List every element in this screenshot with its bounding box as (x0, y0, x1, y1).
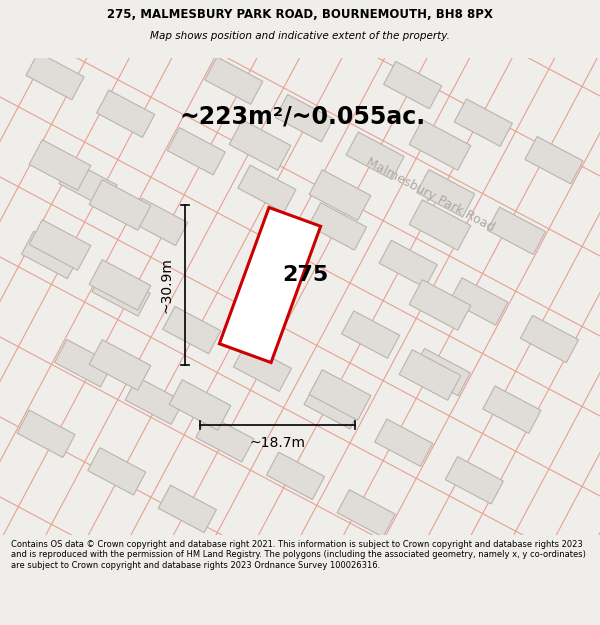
Text: Contains OS data © Crown copyright and database right 2021. This information is : Contains OS data © Crown copyright and d… (11, 540, 586, 570)
Polygon shape (158, 485, 217, 532)
Polygon shape (89, 340, 151, 390)
Polygon shape (229, 120, 291, 170)
Polygon shape (169, 380, 231, 430)
Text: ~18.7m: ~18.7m (250, 436, 305, 450)
Text: Map shows position and indicative extent of the property.: Map shows position and indicative extent… (150, 31, 450, 41)
Polygon shape (409, 280, 471, 330)
Polygon shape (416, 169, 475, 217)
Polygon shape (383, 61, 442, 109)
Polygon shape (266, 452, 325, 499)
Polygon shape (167, 127, 226, 175)
Polygon shape (130, 198, 188, 246)
Polygon shape (308, 202, 367, 250)
Text: ~223m²/~0.055ac.: ~223m²/~0.055ac. (180, 105, 426, 129)
Polygon shape (97, 90, 155, 138)
Polygon shape (238, 165, 296, 212)
Text: 275, MALMESBURY PARK ROAD, BOURNEMOUTH, BH8 8PX: 275, MALMESBURY PARK ROAD, BOURNEMOUTH, … (107, 8, 493, 21)
Polygon shape (233, 344, 292, 391)
Polygon shape (412, 348, 470, 396)
Polygon shape (89, 260, 151, 310)
Polygon shape (163, 306, 221, 354)
Polygon shape (525, 136, 583, 184)
Polygon shape (88, 448, 146, 495)
Text: Malmesbury Park Road: Malmesbury Park Road (364, 156, 496, 234)
Polygon shape (59, 161, 117, 208)
Polygon shape (337, 490, 395, 537)
Polygon shape (309, 370, 371, 420)
Polygon shape (29, 220, 91, 270)
Polygon shape (409, 120, 471, 170)
Polygon shape (196, 414, 254, 462)
Polygon shape (309, 170, 371, 220)
Text: ~30.9m: ~30.9m (160, 257, 174, 313)
Polygon shape (17, 410, 75, 458)
Polygon shape (454, 99, 512, 146)
Polygon shape (341, 311, 400, 358)
Polygon shape (26, 52, 84, 100)
Polygon shape (55, 339, 113, 387)
Polygon shape (125, 377, 184, 424)
Text: 275: 275 (282, 265, 328, 285)
Polygon shape (409, 200, 471, 250)
Polygon shape (374, 419, 433, 466)
Polygon shape (483, 386, 541, 433)
Polygon shape (450, 278, 508, 325)
Polygon shape (22, 231, 80, 279)
Polygon shape (275, 94, 334, 142)
Polygon shape (379, 240, 437, 288)
Polygon shape (487, 207, 545, 254)
Polygon shape (29, 140, 91, 190)
Polygon shape (220, 208, 320, 362)
Polygon shape (520, 316, 578, 362)
Polygon shape (399, 350, 461, 400)
Polygon shape (92, 269, 150, 316)
Polygon shape (89, 180, 151, 230)
Polygon shape (445, 457, 503, 504)
Polygon shape (205, 57, 263, 104)
Polygon shape (304, 381, 362, 429)
Polygon shape (346, 132, 404, 179)
